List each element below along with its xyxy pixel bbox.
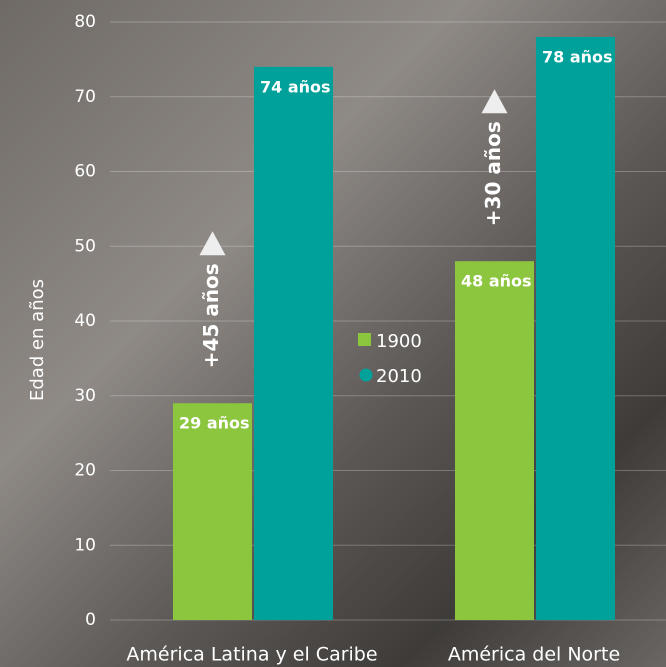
bar [455,261,534,620]
legend-marker [359,368,373,382]
y-tick-label: 20 [74,461,96,481]
value-label: 78 años [542,47,613,66]
legend-marker [358,333,371,346]
annotation: +30 años [481,121,505,226]
y-tick-label: 10 [74,535,96,555]
legend-label: 1900 [376,331,422,352]
x-tick-label: América Latina y el Caribe [126,644,377,666]
y-tick-label: 70 [74,87,96,107]
bar [536,36,615,620]
value-label: 48 años [461,272,532,291]
value-label: 29 años [179,414,250,433]
y-tick-label: 0 [85,610,96,630]
y-tick-label: 60 [74,162,96,182]
y-tick-label: 80 [74,12,96,32]
annotation-arrow [199,231,226,256]
y-tick-label: 50 [74,236,96,256]
bar [254,66,333,621]
x-tick-label: América del Norte [448,644,620,666]
annotation-arrow [481,89,508,114]
legend-label: 2010 [376,366,422,387]
bar [173,403,252,620]
y-tick-label: 40 [74,311,96,331]
y-axis-label: Edad en años [27,279,48,401]
y-tick-label: 30 [74,386,96,406]
annotation: +45 años [199,263,223,368]
value-label: 74 años [260,77,331,96]
